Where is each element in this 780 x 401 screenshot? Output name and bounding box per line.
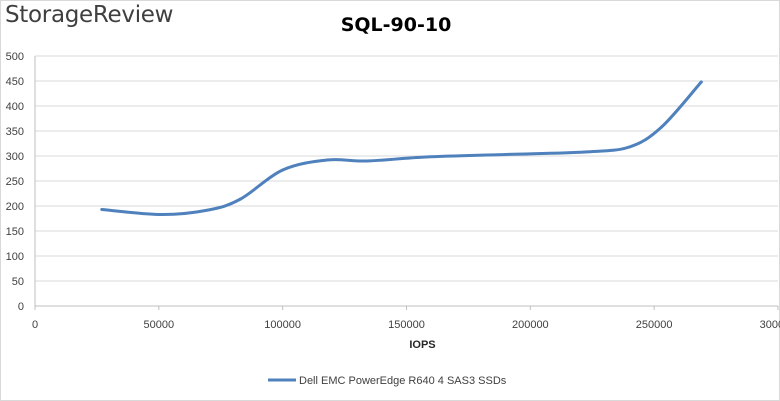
- y-tick-label: 400: [6, 101, 24, 113]
- data-point: [325, 158, 329, 162]
- data-point: [239, 197, 243, 201]
- series-layer: [100, 80, 703, 217]
- x-tick-label: 250000: [636, 319, 673, 331]
- y-tick-label: 250: [6, 176, 24, 188]
- y-tick-label: 50: [12, 276, 24, 288]
- y-axis-ticks: 0 50 100 150 200 250 300 350 400 450 500: [6, 51, 24, 313]
- x-tick-label: 300000: [760, 319, 780, 331]
- data-point: [699, 80, 703, 84]
- data-point: [159, 213, 163, 216]
- y-tick-label: 100: [6, 251, 24, 263]
- x-tick-label: 200000: [512, 319, 549, 331]
- data-point: [627, 145, 631, 149]
- data-point: [424, 155, 428, 159]
- gridlines: [35, 55, 778, 282]
- series-line-0: [100, 80, 703, 217]
- legend: Dell EMC PowerEdge R640 4 SAS3 SSDs: [268, 375, 507, 387]
- x-tick-label: 50000: [144, 319, 175, 331]
- x-tick-label: 150000: [388, 319, 425, 331]
- y-tick-label: 500: [6, 51, 24, 63]
- chart-title: SQL-90-10: [340, 14, 452, 36]
- y-tick-label: 150: [6, 226, 24, 238]
- y-tick-label: 200: [6, 201, 24, 213]
- data-point: [281, 168, 285, 172]
- legend-label: Dell EMC PowerEdge R640 4 SAS3 SSDs: [299, 375, 507, 387]
- x-tick-label: 100000: [264, 319, 301, 331]
- data-point: [365, 159, 369, 163]
- data-point: [100, 208, 104, 211]
- x-tick-label: 0: [32, 319, 38, 331]
- storagereview-logo: StorageReview: [5, 2, 174, 28]
- data-point: [660, 125, 664, 129]
- data-point: [206, 208, 210, 212]
- y-tick-label: 300: [6, 151, 24, 163]
- data-point: [583, 150, 587, 154]
- x-axis-ticks: 0 50000 100000 150000 200000 250000 300000: [32, 306, 780, 331]
- data-point: [504, 153, 508, 156]
- x-axis-title: IOPS: [409, 339, 435, 351]
- y-tick-label: 0: [18, 301, 24, 313]
- y-tick-label: 350: [6, 126, 24, 138]
- y-tick-label: 450: [6, 76, 24, 88]
